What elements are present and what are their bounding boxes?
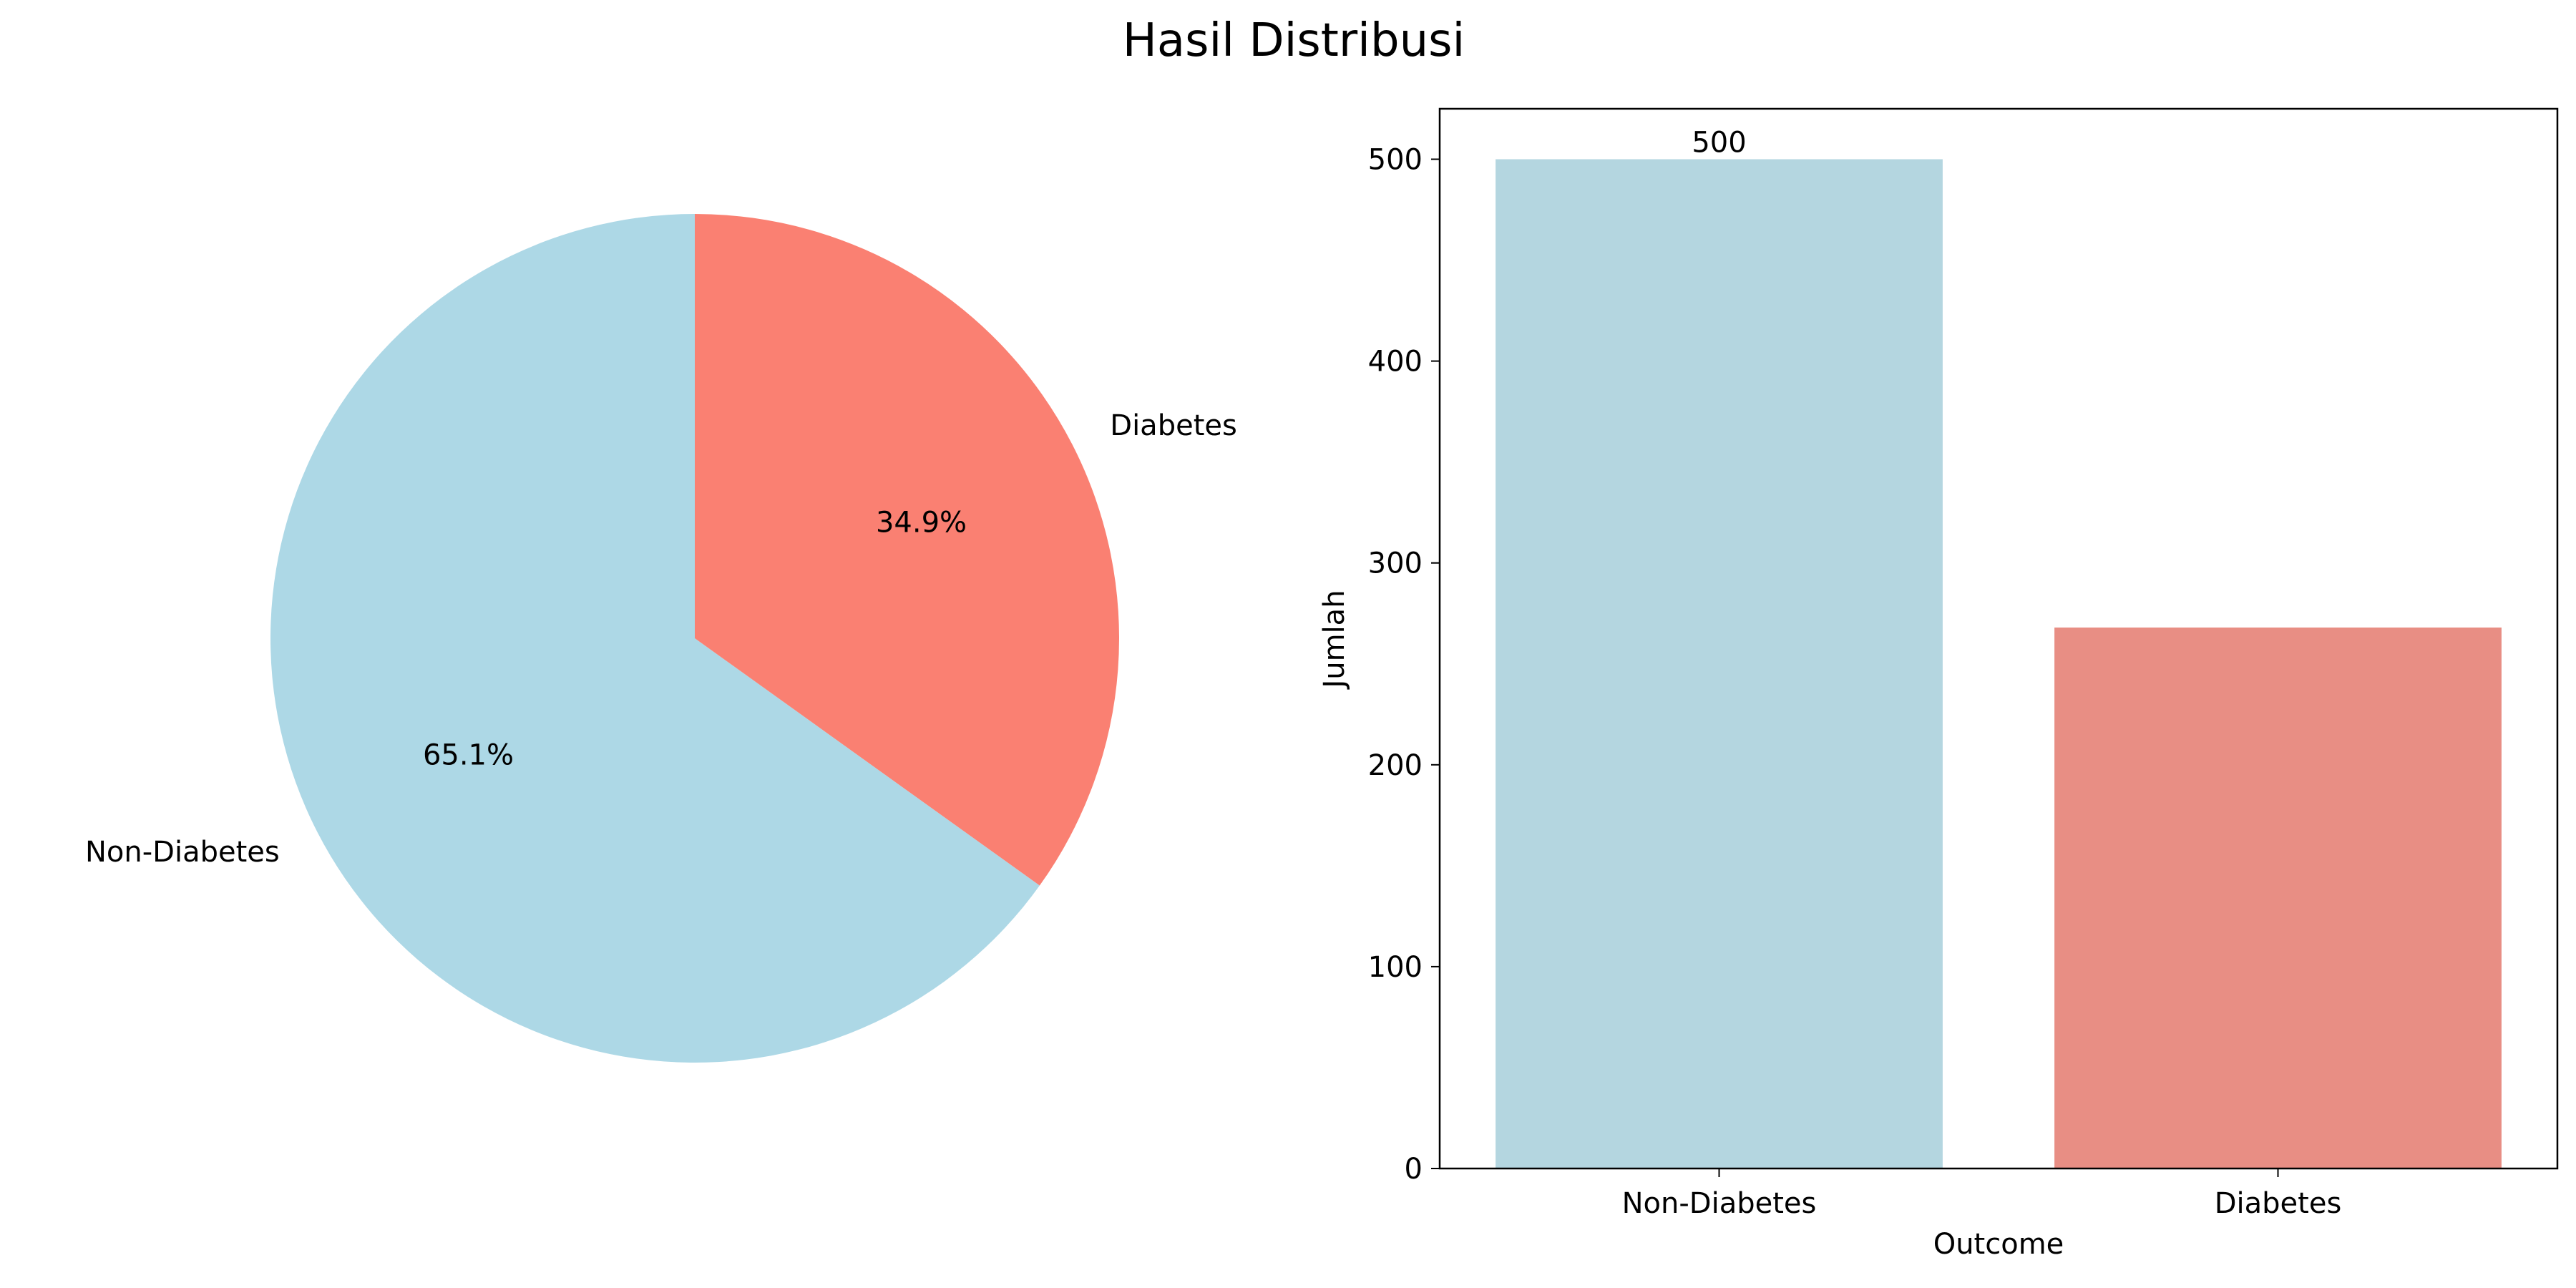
bar-marks: 500: [1496, 127, 2502, 1169]
figure-title: Hasil Distribusi: [1123, 14, 1465, 67]
y-axis-label: Jumlah: [1318, 590, 1351, 690]
pie-slice-diabetes: [695, 214, 1120, 886]
y-tick-label-400: 400: [1368, 346, 1423, 379]
y-tick-label-500: 500: [1368, 144, 1423, 177]
bar-data-label-non-diabetes: 500: [1692, 127, 1746, 160]
bar-chart: 500 Non-Diabetes Diabetes 0 100 200 300 400 500…: [1318, 107, 2559, 1261]
x-tick-label-diabetes: Diabetes: [2215, 1187, 2342, 1220]
y-tick-label-100: 100: [1368, 951, 1423, 984]
x-axis-label: Outcome: [1933, 1228, 2064, 1261]
x-tick-label-non-diabetes: Non-Diabetes: [1622, 1187, 1817, 1220]
y-tick-label-0: 0: [1405, 1153, 1423, 1186]
pie-chart: Non-Diabetes 65.1% Diabetes 34.9%: [85, 214, 1237, 1063]
pie-slice-non-diabetes: [270, 214, 1040, 1063]
pie-label-non-diabetes: Non-Diabetes: [85, 836, 280, 869]
pie-label-diabetes: Diabetes: [1110, 409, 1237, 442]
y-tick-label-200: 200: [1368, 749, 1423, 782]
pie-percent-diabetes: 34.9%: [876, 506, 967, 539]
bar-diabetes: [2054, 627, 2502, 1169]
plot-frame: [1438, 107, 2559, 1170]
pie-percent-non-diabetes: 65.1%: [423, 739, 514, 772]
bar-non-diabetes: [1496, 159, 1943, 1169]
bar-axes: Non-Diabetes Diabetes 0 100 200 300 400 500: [1368, 107, 2559, 1220]
y-tick-label-300: 300: [1368, 547, 1423, 580]
